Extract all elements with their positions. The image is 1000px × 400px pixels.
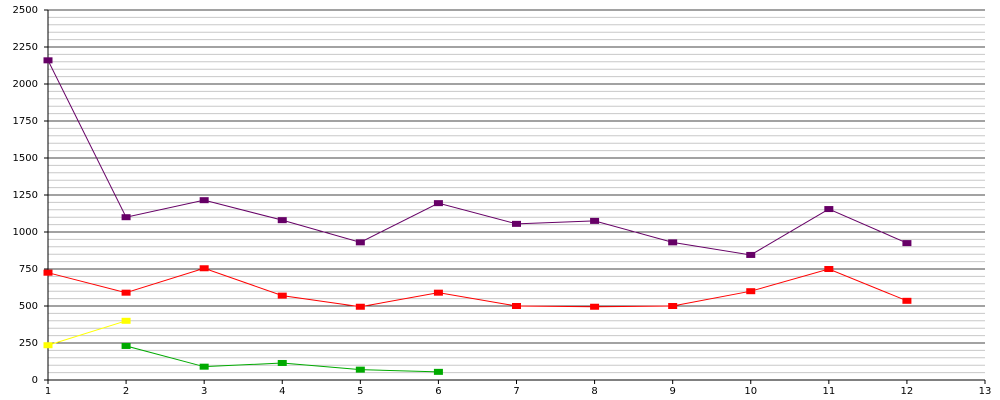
y-tick-label: 2000 (13, 79, 38, 90)
data-point (355, 366, 365, 373)
data-point (355, 303, 365, 310)
data-point (512, 303, 521, 309)
x-tick-label: 12 (901, 386, 914, 397)
y-tick-label: 1000 (13, 227, 38, 238)
data-point (199, 265, 209, 272)
x-tick-label: 1 (45, 386, 51, 397)
x-tick-label: 2 (123, 386, 129, 397)
x-tick-label: 9 (669, 386, 675, 397)
series-line (47, 267, 908, 308)
data-point (277, 292, 287, 299)
data-point (121, 214, 131, 221)
y-tick-label: 0 (32, 375, 38, 386)
y-tick-label: 1750 (13, 116, 38, 127)
data-point (746, 288, 756, 295)
data-point (902, 297, 912, 304)
data-point (121, 289, 131, 296)
data-point (746, 251, 756, 258)
x-tick-label: 11 (822, 386, 835, 397)
data-point (121, 317, 131, 324)
x-tick-label: 4 (279, 386, 285, 397)
series-line (125, 345, 439, 373)
data-point (433, 200, 443, 207)
data-point (43, 342, 53, 349)
data-point (43, 57, 53, 64)
series-line (47, 320, 127, 346)
x-tick-label: 10 (744, 386, 757, 397)
data-point (433, 368, 443, 375)
data-point (512, 220, 521, 227)
data-point (121, 342, 131, 349)
x-tick-label: 6 (435, 386, 441, 397)
data-point (902, 240, 912, 247)
data-point (199, 197, 209, 204)
data-point (277, 217, 287, 224)
x-tick-label: 5 (357, 386, 363, 397)
data-point (824, 206, 834, 213)
data-point (199, 363, 209, 370)
x-tick-label: 13 (979, 386, 992, 397)
y-tick-label: 750 (19, 264, 38, 275)
data-point (590, 303, 600, 310)
x-tick-label: 3 (201, 386, 207, 397)
data-point (277, 359, 287, 366)
y-tick-label: 1250 (13, 190, 38, 201)
y-tick-label: 2500 (13, 5, 38, 16)
data-point (668, 239, 678, 246)
y-tick-label: 250 (19, 338, 38, 349)
data-point (355, 239, 365, 246)
x-tick-label: 7 (513, 386, 519, 397)
data-point (43, 269, 53, 276)
data-point (590, 217, 600, 224)
x-tick-label: 8 (591, 386, 597, 397)
data-point (668, 303, 678, 309)
y-tick-label: 500 (19, 301, 38, 312)
y-tick-label: 1500 (13, 153, 38, 164)
data-point (433, 289, 443, 296)
series-line (47, 60, 908, 256)
y-tick-label: 2250 (13, 42, 38, 53)
data-point (824, 266, 834, 272)
